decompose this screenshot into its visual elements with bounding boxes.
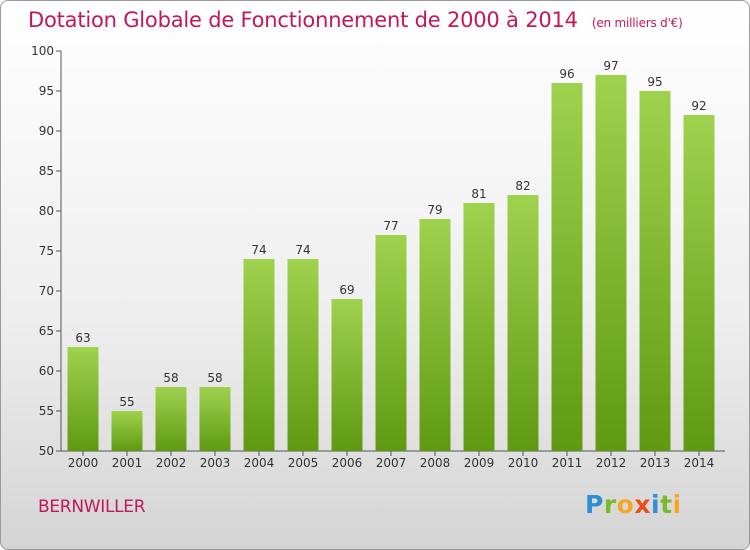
y-tick-label: 50 bbox=[39, 444, 54, 458]
x-tick-label: 2011 bbox=[552, 456, 583, 470]
proxiti-logo: Proxiti bbox=[585, 490, 682, 519]
bar bbox=[111, 411, 143, 451]
data-label: 58 bbox=[207, 371, 222, 385]
bar bbox=[199, 387, 231, 451]
y-tick-label: 60 bbox=[39, 364, 54, 378]
x-tick-label: 2014 bbox=[684, 456, 715, 470]
x-tick-label: 2000 bbox=[68, 456, 99, 470]
y-tick-label: 70 bbox=[39, 284, 54, 298]
data-label: 74 bbox=[295, 243, 310, 257]
bar bbox=[287, 259, 319, 451]
data-label: 55 bbox=[119, 395, 134, 409]
data-label: 74 bbox=[251, 243, 266, 257]
x-tick-label: 2003 bbox=[200, 456, 231, 470]
data-label: 92 bbox=[691, 99, 706, 113]
x-tick-label: 2012 bbox=[596, 456, 627, 470]
data-label: 58 bbox=[163, 371, 178, 385]
x-tick-label: 2004 bbox=[244, 456, 275, 470]
bar bbox=[639, 91, 671, 451]
y-tick-label: 65 bbox=[39, 324, 54, 338]
bar bbox=[683, 115, 715, 451]
x-tick-label: 2001 bbox=[112, 456, 143, 470]
bar bbox=[243, 259, 275, 451]
logo-letter: x bbox=[634, 490, 651, 519]
data-label: 95 bbox=[647, 75, 662, 89]
y-tick-label: 100 bbox=[31, 44, 54, 58]
data-label: 63 bbox=[75, 331, 90, 345]
commune-name: BERNWILLER bbox=[38, 497, 146, 517]
logo-letter: o bbox=[616, 490, 635, 519]
logo-letter: P bbox=[585, 490, 604, 519]
x-tick-label: 2013 bbox=[640, 456, 671, 470]
bar bbox=[331, 299, 363, 451]
chart-title: Dotation Globale de Fonctionnement de 20… bbox=[28, 8, 683, 32]
bar bbox=[595, 75, 627, 451]
bar bbox=[155, 387, 187, 451]
data-label: 96 bbox=[559, 67, 574, 81]
data-label: 97 bbox=[603, 59, 618, 73]
y-tick-label: 75 bbox=[39, 244, 54, 258]
bar bbox=[507, 195, 539, 451]
bar bbox=[419, 219, 451, 451]
data-label: 81 bbox=[471, 187, 486, 201]
x-tick-label: 2010 bbox=[508, 456, 539, 470]
x-tick-label: 2005 bbox=[288, 456, 319, 470]
unit-note: (en milliers d'€) bbox=[591, 16, 683, 30]
x-tick-label: 2002 bbox=[156, 456, 187, 470]
logo-letter: r bbox=[603, 490, 617, 519]
y-tick-label: 55 bbox=[39, 404, 54, 418]
data-label: 77 bbox=[383, 219, 398, 233]
data-label: 82 bbox=[515, 179, 530, 193]
bar bbox=[67, 347, 99, 451]
y-tick-label: 90 bbox=[39, 124, 54, 138]
y-tick-label: 85 bbox=[39, 164, 54, 178]
logo-letter: i bbox=[651, 490, 661, 519]
x-tick-label: 2008 bbox=[420, 456, 451, 470]
data-label: 79 bbox=[427, 203, 442, 217]
x-tick-label: 2007 bbox=[376, 456, 407, 470]
x-tick-label: 2006 bbox=[332, 456, 363, 470]
logo-letter: i bbox=[672, 490, 682, 519]
y-tick-label: 80 bbox=[39, 204, 54, 218]
bar bbox=[375, 235, 407, 451]
logo-letter: t bbox=[660, 490, 673, 519]
data-label: 69 bbox=[339, 283, 354, 297]
chart-title-text: Dotation Globale de Fonctionnement de 20… bbox=[28, 8, 578, 32]
bar bbox=[463, 203, 495, 451]
y-tick-label: 95 bbox=[39, 84, 54, 98]
bar bbox=[551, 83, 583, 451]
x-tick-label: 2009 bbox=[464, 456, 495, 470]
